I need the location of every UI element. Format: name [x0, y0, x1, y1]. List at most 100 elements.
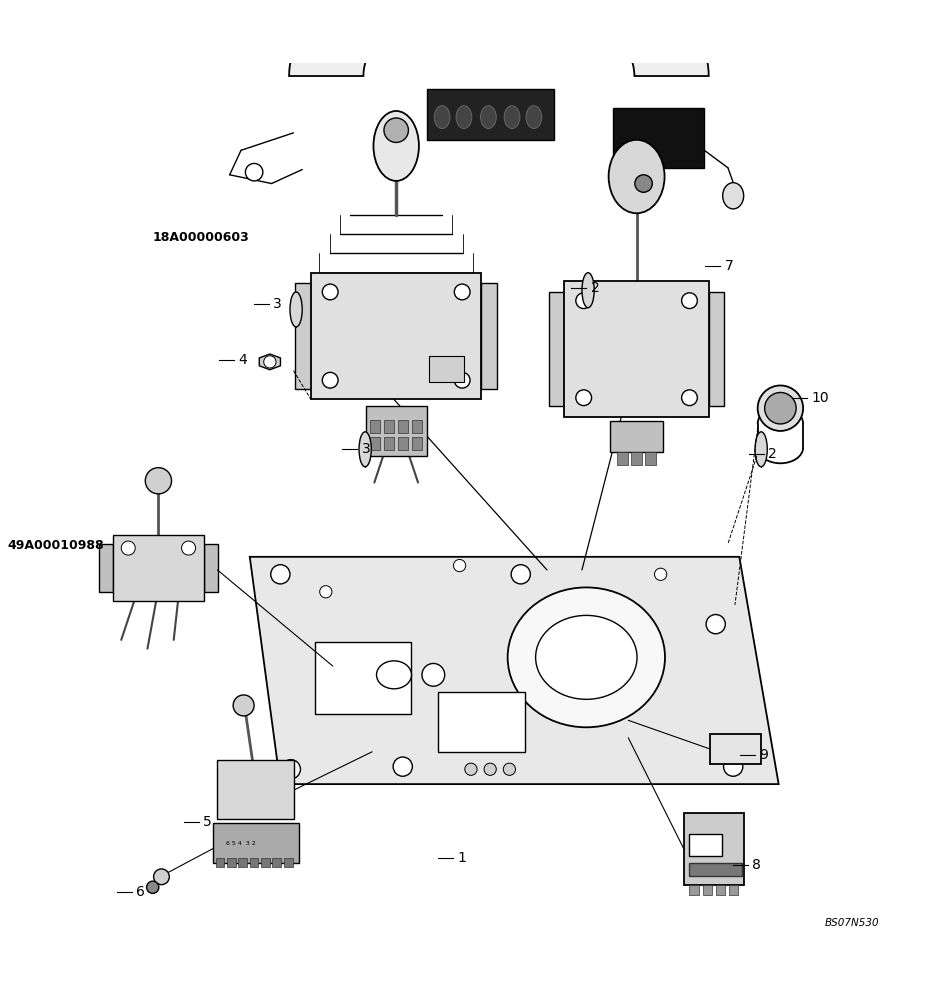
Ellipse shape — [504, 763, 516, 775]
Ellipse shape — [635, 175, 652, 192]
Bar — [239, 858, 247, 867]
Bar — [729, 885, 739, 895]
Ellipse shape — [480, 106, 496, 128]
Bar — [213, 823, 299, 863]
Bar — [618, 452, 628, 465]
Bar — [481, 283, 497, 389]
Bar — [250, 858, 258, 867]
Bar — [204, 544, 218, 592]
Bar — [370, 437, 380, 450]
Ellipse shape — [434, 106, 450, 128]
Text: BS07N530: BS07N530 — [825, 918, 879, 928]
Ellipse shape — [723, 183, 744, 209]
Text: 6: 6 — [136, 885, 145, 899]
Bar — [311, 273, 481, 399]
Text: 4: 4 — [239, 353, 247, 367]
Text: 9: 9 — [759, 748, 768, 762]
Bar — [610, 421, 663, 452]
Bar — [384, 437, 394, 450]
Bar — [398, 437, 408, 450]
Ellipse shape — [322, 284, 338, 300]
Ellipse shape — [484, 763, 496, 775]
Bar — [384, 420, 394, 433]
Bar — [710, 734, 761, 764]
Bar — [295, 283, 311, 389]
Bar — [703, 885, 712, 895]
Bar — [412, 437, 422, 450]
Ellipse shape — [454, 284, 470, 300]
Text: 18A00000603: 18A00000603 — [153, 231, 250, 244]
Ellipse shape — [453, 559, 466, 572]
Ellipse shape — [290, 292, 302, 327]
Polygon shape — [259, 354, 281, 370]
Ellipse shape — [765, 392, 797, 424]
Bar — [112, 535, 204, 601]
Ellipse shape — [681, 390, 697, 406]
Bar — [645, 452, 656, 465]
Text: 2: 2 — [591, 281, 599, 295]
Polygon shape — [289, 0, 709, 76]
Ellipse shape — [706, 615, 725, 634]
Bar — [272, 858, 281, 867]
Ellipse shape — [456, 106, 472, 128]
Ellipse shape — [373, 111, 419, 181]
Bar — [709, 292, 724, 406]
Ellipse shape — [147, 881, 159, 893]
Polygon shape — [250, 557, 779, 784]
Text: 3: 3 — [273, 297, 282, 311]
Bar — [632, 452, 642, 465]
Ellipse shape — [465, 763, 477, 775]
Ellipse shape — [505, 106, 519, 128]
Bar — [412, 420, 422, 433]
Bar — [612, 108, 704, 168]
Bar — [690, 834, 723, 856]
Ellipse shape — [322, 372, 338, 388]
Ellipse shape — [681, 293, 697, 309]
Text: 6 5 4  3 2: 6 5 4 3 2 — [227, 841, 256, 846]
Ellipse shape — [535, 615, 637, 699]
Text: 7: 7 — [724, 259, 733, 273]
Ellipse shape — [245, 163, 263, 181]
Ellipse shape — [422, 663, 445, 686]
Text: 10: 10 — [812, 391, 829, 405]
Ellipse shape — [393, 757, 413, 776]
Ellipse shape — [582, 273, 594, 308]
Bar — [98, 544, 112, 592]
Bar — [716, 885, 725, 895]
Bar — [438, 692, 525, 752]
Bar — [690, 885, 699, 895]
Ellipse shape — [576, 390, 592, 406]
Text: 8: 8 — [753, 858, 761, 872]
Ellipse shape — [154, 869, 169, 885]
Text: 2: 2 — [768, 447, 777, 461]
Bar — [548, 292, 564, 406]
Text: 5: 5 — [203, 815, 212, 829]
Ellipse shape — [608, 140, 665, 213]
Text: 3: 3 — [361, 442, 371, 456]
Ellipse shape — [122, 541, 135, 555]
Ellipse shape — [724, 757, 743, 776]
Bar — [564, 281, 709, 417]
Bar — [429, 356, 464, 382]
Ellipse shape — [182, 541, 196, 555]
Bar — [217, 760, 294, 819]
Bar — [315, 642, 412, 714]
Bar — [690, 863, 742, 876]
Bar — [215, 858, 225, 867]
Ellipse shape — [376, 661, 412, 689]
Ellipse shape — [320, 586, 332, 598]
Ellipse shape — [507, 587, 665, 727]
Bar — [261, 858, 270, 867]
Ellipse shape — [511, 565, 531, 584]
Bar — [370, 420, 380, 433]
Ellipse shape — [576, 293, 592, 309]
Bar — [227, 858, 236, 867]
Ellipse shape — [359, 432, 372, 467]
Bar — [684, 813, 744, 885]
Ellipse shape — [757, 385, 803, 431]
Ellipse shape — [654, 568, 666, 580]
Text: 49A00010988: 49A00010988 — [7, 539, 104, 552]
Bar — [366, 406, 427, 456]
Ellipse shape — [755, 432, 768, 467]
Ellipse shape — [271, 565, 290, 584]
